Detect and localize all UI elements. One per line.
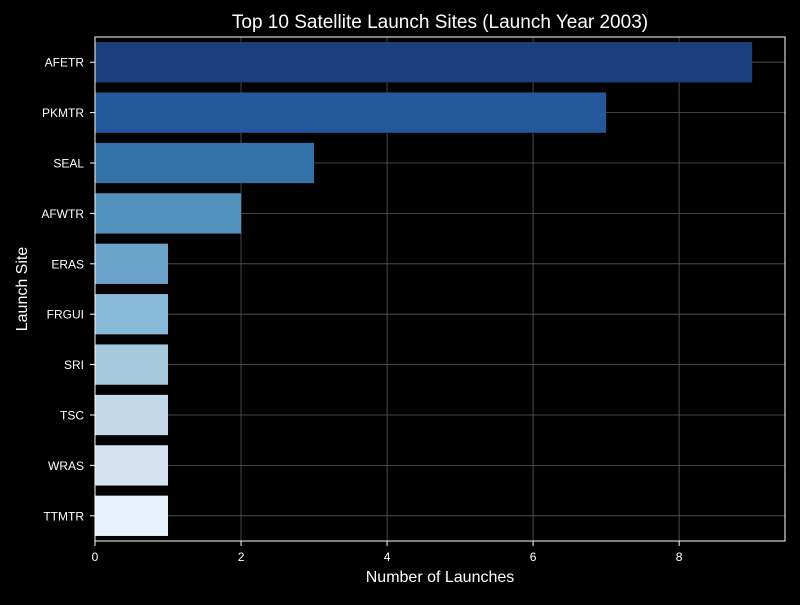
y-tick-label: PKMTR [42,106,84,120]
x-axis-label: Number of Launches [366,569,515,586]
x-tick-label: 4 [384,550,391,564]
bar-wras [95,445,169,486]
y-tick-label: FRGUI [47,308,84,322]
bar-afwtr [95,193,242,234]
y-tick-labels: AFETR PKMTR SEAL AFWTR ERAS FRGUI SRI TSC WRAS TT… [41,56,95,523]
y-tick-label: AFWTR [41,207,84,221]
plot-frame [94,36,786,542]
y-tick-label: SRI [64,358,84,372]
bar-eras [95,243,169,284]
y-tick-label: AFETR [45,56,85,70]
x-tick-label: 0 [92,550,99,564]
y-tick-label: TTMTR [43,509,84,523]
x-tick-label: 2 [238,550,245,564]
y-tick-label: SEAL [53,157,84,171]
bar-afetr [95,42,753,83]
bar-sri [95,344,169,385]
bar-pkmtr [95,92,607,133]
x-tick-label: 6 [530,550,537,564]
y-tick-label: ERAS [51,257,84,271]
y-tick-label: WRAS [48,459,84,473]
bar-tsc [95,394,169,436]
y-tick-label: TSC [60,409,84,423]
chart-title: Top 10 Satellite Launch Sites (Launch Ye… [232,12,648,33]
bar-frgui [95,294,169,335]
bar-ttmtr [95,495,169,536]
bars-layer [95,42,753,536]
bar-seal [95,142,315,184]
x-tick-labels: 0 2 4 6 8 [92,541,683,564]
x-tick-label: 8 [676,550,683,564]
y-axis-label: Launch Site [14,247,31,332]
